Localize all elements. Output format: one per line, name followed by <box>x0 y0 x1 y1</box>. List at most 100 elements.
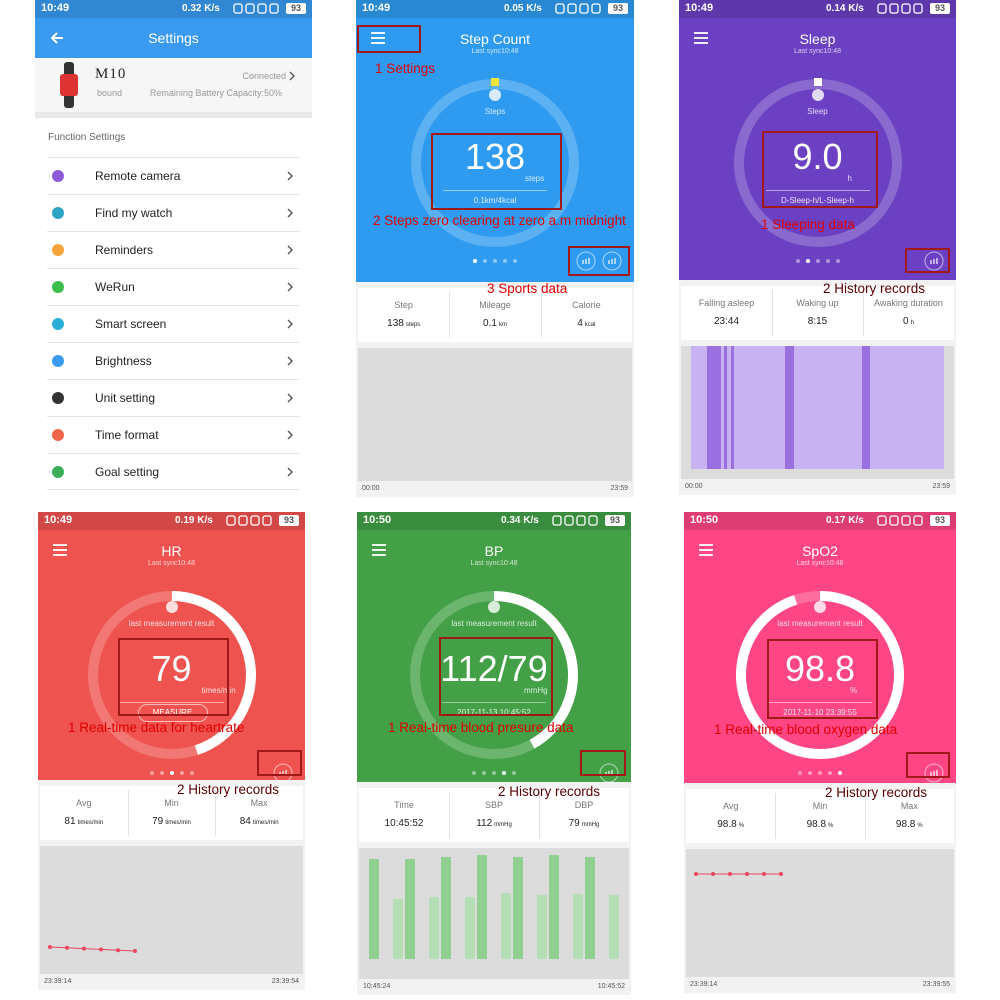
axis-start: 00:00 <box>362 485 380 492</box>
sync-text: Last sync10:48 <box>471 48 519 55</box>
stat-unit: km <box>498 322 507 328</box>
status-time: 10:49 <box>685 2 714 14</box>
item-chevron-icon <box>287 393 293 403</box>
page-dot <box>149 771 154 775</box>
item-divider <box>47 157 300 158</box>
history-bar <box>537 895 547 959</box>
annotation-text: 3 Sports data <box>487 281 568 296</box>
menu-button[interactable] <box>699 544 713 556</box>
sleep-stripe <box>785 346 794 469</box>
back-arrow[interactable] <box>49 30 65 46</box>
page-dot <box>512 771 516 775</box>
ring-progress <box>493 591 578 749</box>
history-bar <box>441 857 451 959</box>
settings-item[interactable]: Remote camera <box>35 158 312 194</box>
menu-button[interactable] <box>694 32 708 44</box>
history-button[interactable] <box>924 251 944 271</box>
item-divider <box>47 453 300 454</box>
device-chevron-icon <box>289 71 295 81</box>
progress-ring <box>733 78 902 247</box>
item-icon-shape <box>52 170 64 182</box>
settings-screen: 10:49 0.32 K/s 93 Settings M10 bound Connected… <box>35 0 312 493</box>
metric-unit: steps <box>525 174 545 183</box>
metric-value: 79 <box>151 648 192 689</box>
item-divider <box>47 305 300 306</box>
status-icon <box>901 515 911 526</box>
status-battery: 93 <box>286 3 306 14</box>
status-icons <box>877 3 923 14</box>
measure-button[interactable]: MEASURE <box>137 704 208 722</box>
page-dots <box>795 259 840 263</box>
menu-button[interactable] <box>372 544 386 556</box>
history-dot <box>779 872 783 876</box>
status-icon <box>889 515 899 526</box>
settings-item[interactable]: WeRun <box>35 269 312 305</box>
progress-ring <box>87 591 256 759</box>
screen-title: SpO2 <box>802 543 838 559</box>
history-bar <box>585 857 595 959</box>
stat-value: 138 <box>387 318 404 329</box>
history-bar <box>549 855 559 959</box>
item-icon-shape <box>52 318 64 330</box>
stats-divider <box>127 790 129 836</box>
history-bar <box>369 859 379 959</box>
status-icon <box>877 3 887 14</box>
stat-value-group: 23:44 <box>681 316 772 327</box>
annotation-box <box>762 131 878 208</box>
separator-strip <box>35 112 312 118</box>
item-divider <box>47 268 300 269</box>
status-icon <box>238 515 248 526</box>
item-icon <box>52 429 64 441</box>
item-label: Reminders <box>95 243 154 257</box>
annotation-text: 1 Sleeping data <box>761 217 855 232</box>
metric-screen: 10:49 0.05 K/s 93 Step Count Last sync10:48 S… <box>356 0 634 497</box>
menu-button[interactable] <box>53 544 67 556</box>
stat-value-group: 10:45:52 <box>359 818 449 829</box>
history-area <box>359 848 629 979</box>
history-bar <box>501 893 511 959</box>
settings-item[interactable]: Unit setting <box>35 380 312 416</box>
settings-item[interactable]: Reminders <box>35 232 312 268</box>
stat-value-group: 81 times/min <box>40 816 128 827</box>
section-title: Function Settings <box>48 132 126 143</box>
page-dot <box>189 771 194 775</box>
settings-item[interactable]: Goal setting <box>35 454 312 490</box>
history-bar <box>513 857 523 959</box>
history-button[interactable] <box>924 763 944 783</box>
stat-value-group: 79 times/min <box>128 816 216 827</box>
metric-value: 138 <box>464 136 526 177</box>
status-icon <box>552 515 562 526</box>
metric-value: 98.8 <box>784 648 856 689</box>
settings-item[interactable]: Find my watch <box>35 195 312 231</box>
screen-title: BP <box>484 543 504 559</box>
metric-icon-shape <box>488 601 500 613</box>
device-row <box>35 58 312 112</box>
item-chevron <box>287 282 293 292</box>
stat-value: 98.8 <box>806 819 827 830</box>
menu-button[interactable] <box>371 32 385 44</box>
stats-divider <box>449 792 450 838</box>
page-dot <box>808 771 812 775</box>
sleep-stripe <box>862 346 870 469</box>
header-bg <box>356 0 634 282</box>
stat-value: 84 <box>239 816 251 827</box>
history-dot <box>728 872 732 876</box>
history-dot <box>694 872 698 876</box>
status-speed: 0.17 K/s <box>826 515 864 526</box>
history-button-circle <box>576 251 596 271</box>
metric-icon <box>814 601 826 613</box>
annotation-box <box>568 246 630 276</box>
annotation-text: 2 History records <box>498 784 601 799</box>
page-dot <box>169 771 174 775</box>
item-chevron-icon <box>287 282 293 292</box>
item-chevron <box>287 467 293 477</box>
history-button[interactable] <box>576 251 596 271</box>
history-button[interactable] <box>602 251 622 271</box>
item-divider <box>47 231 300 232</box>
item-icon <box>52 318 64 330</box>
settings-item[interactable]: Smart screen <box>35 306 312 342</box>
item-label: Goal setting <box>95 465 160 479</box>
metric-unit: mmHg <box>524 686 548 695</box>
settings-item[interactable]: Time format <box>35 417 312 453</box>
settings-item[interactable]: Brightness <box>35 343 312 379</box>
